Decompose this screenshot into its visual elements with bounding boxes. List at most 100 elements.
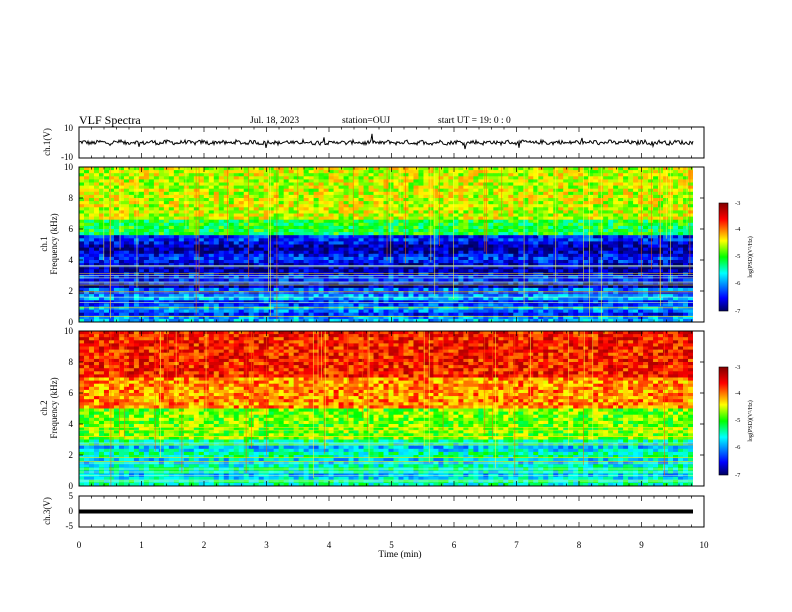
ch1-spectrogram-cell	[528, 263, 534, 267]
ch1-spectrogram-cell	[368, 260, 374, 264]
ch1-spectrogram-cell	[248, 225, 255, 230]
ch1-spectrogram-cell	[398, 225, 404, 230]
ch1-spectrogram-cell	[343, 263, 349, 267]
ch1-spectrogram-cell	[403, 260, 409, 264]
ch1-spectrogram-cell	[618, 216, 624, 221]
ch1-spectrogram-cell	[173, 173, 180, 177]
ch1-spectrogram-cell	[588, 179, 594, 183]
ch1-spectrogram-cell	[613, 170, 619, 174]
ch1-spectrogram-cell	[203, 278, 210, 283]
ch1-spectrogram-cell	[443, 260, 449, 264]
ch1-spectrogram-cell	[79, 182, 85, 186]
ch1-spectrogram-cell	[323, 170, 329, 174]
ch1-spectrogram-cell	[433, 179, 439, 183]
ch1-spectrogram-cell	[158, 238, 165, 242]
ch1-spectrogram-cell	[228, 216, 235, 221]
ch1-spectrogram-cell	[503, 222, 509, 227]
ch1-spectrogram-cell	[448, 241, 454, 245]
ch1-spectrogram-cell	[303, 198, 310, 202]
ch1-spectrogram-cell	[213, 173, 220, 177]
ch1-spectrogram-cell	[363, 250, 369, 255]
ch1-spectrogram-cell	[343, 247, 349, 252]
ch1-spectrogram-cell	[473, 170, 479, 174]
ch1-spectrogram-cell	[143, 219, 150, 224]
ch1-spectrogram-cell	[503, 191, 509, 196]
ch1-waveform-panel: 10 -10 ch.1(V)	[42, 123, 705, 162]
ch1-spectrogram-cell	[453, 244, 459, 248]
ch1-spectrogram-cell	[298, 232, 305, 236]
ch1-spectrogram-cell	[643, 263, 649, 267]
ch1-spectrogram-cell	[528, 170, 534, 174]
ch1-spectrogram-cell	[258, 173, 265, 177]
ch1-spectrogram-cell	[148, 179, 155, 183]
ch1-spectrogram-cell	[313, 182, 320, 186]
ch1-spectrogram-image	[79, 167, 704, 323]
ch1-spectrogram-cell	[683, 185, 689, 190]
ch1-spectrogram-cell	[448, 229, 454, 233]
ch1-spectrogram-cell	[608, 229, 614, 233]
ch1-spectrogram-cell	[528, 260, 534, 264]
ch1-spectrogram-cell	[98, 188, 105, 193]
ch1-spectrogram-cell	[103, 207, 110, 211]
ch1-spectrogram-cell	[218, 188, 225, 193]
ch1-spectrogram-cell	[288, 222, 295, 227]
ch1-spectrogram-cell	[633, 167, 639, 171]
ch1-spectrogram-cell	[293, 287, 300, 292]
ch1-spectrogram-cell	[163, 207, 170, 211]
ch1-spectrogram-cell	[183, 241, 190, 245]
ch1-spectrogram-cell	[128, 225, 135, 230]
ch1-spectrogram-cell	[113, 188, 120, 193]
ch1-spectrogram-cell	[483, 241, 489, 245]
ch1-spectrogram-cell	[318, 179, 324, 183]
ch1-spectrogram-cell	[343, 235, 349, 239]
ch1-spectrogram-cell	[138, 241, 145, 245]
ch1-spectrogram-cell	[223, 250, 230, 255]
ch1-spectrogram-cell	[123, 241, 130, 245]
ch1-spectrogram-cell	[253, 238, 260, 242]
ch1-spectrogram-cell	[558, 210, 564, 214]
ch1-spectrogram-cell	[613, 284, 619, 289]
ch1-spectrogram-cell	[488, 216, 494, 221]
ch1-spectrogram-cell	[413, 185, 419, 190]
ch1-spectrogram-cell	[498, 191, 504, 196]
ch1-spectrogram-cell	[323, 272, 329, 276]
ch1-spectrogram-cell	[158, 253, 165, 258]
ch1-spectrogram-cell	[233, 198, 240, 202]
ch1-spectrogram-cell	[138, 287, 145, 292]
ch1-spectrogram-cell	[333, 176, 339, 180]
ch1-spectrogram-cell	[103, 232, 110, 236]
ch1-spectrogram-cell	[218, 210, 225, 214]
ch1-spectrogram-cell	[488, 266, 494, 270]
ch1-spectrogram-cell	[323, 201, 329, 205]
ch1-spectrogram-cell	[93, 284, 100, 289]
ch1-spectrogram-cell	[168, 260, 175, 264]
ch1-spectrogram-cell	[398, 198, 404, 202]
ch1-spectrogram-cell	[298, 272, 305, 276]
ch1-spectrogram-cell	[83, 201, 90, 205]
ch1-spectrogram-cell	[343, 272, 349, 276]
ch1-spectrogram-cell	[343, 250, 349, 255]
ch1-spectrogram-cell	[88, 250, 95, 255]
ch1-spectrogram-cell	[438, 194, 444, 199]
ch1-spectrogram-cell	[568, 263, 574, 267]
ch1-spectrogram-cell	[263, 269, 270, 273]
ch1-spectrogram-cell	[203, 219, 210, 224]
ch1-spectrogram-cell	[313, 232, 320, 236]
ch1-spectrogram-cell	[593, 173, 599, 177]
ch1-spectrogram-cell	[228, 207, 235, 211]
ch1-spectrogram-cell	[373, 188, 379, 193]
ch1-spectrogram-cell	[223, 170, 230, 174]
ch1-spectrogram-cell	[238, 229, 245, 233]
ch1-spectrogram-cell	[188, 176, 195, 180]
ch1-spectrogram-cell	[328, 201, 334, 205]
ch1-spectrogram-cell	[223, 188, 230, 193]
ch1-spectrogram-cell	[348, 213, 354, 217]
ch1-spectrogram-cell	[88, 194, 95, 199]
ch1-spectrogram-cell	[538, 244, 544, 248]
ch1-spectrogram-cell	[228, 275, 235, 279]
ch1-spectrogram-cell	[483, 167, 489, 171]
ch1-spectrogram-cell	[638, 173, 644, 177]
ch1-spectrogram-cell	[98, 278, 105, 283]
ch1-spectrogram-cell	[108, 213, 115, 217]
ch1-spectrogram-cell	[458, 204, 464, 208]
